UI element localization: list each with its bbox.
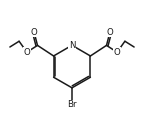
Text: O: O <box>107 27 113 37</box>
Text: N: N <box>69 41 75 50</box>
Text: Br: Br <box>67 100 77 109</box>
Text: O: O <box>114 48 121 57</box>
Text: O: O <box>31 27 37 37</box>
Text: O: O <box>23 48 30 57</box>
